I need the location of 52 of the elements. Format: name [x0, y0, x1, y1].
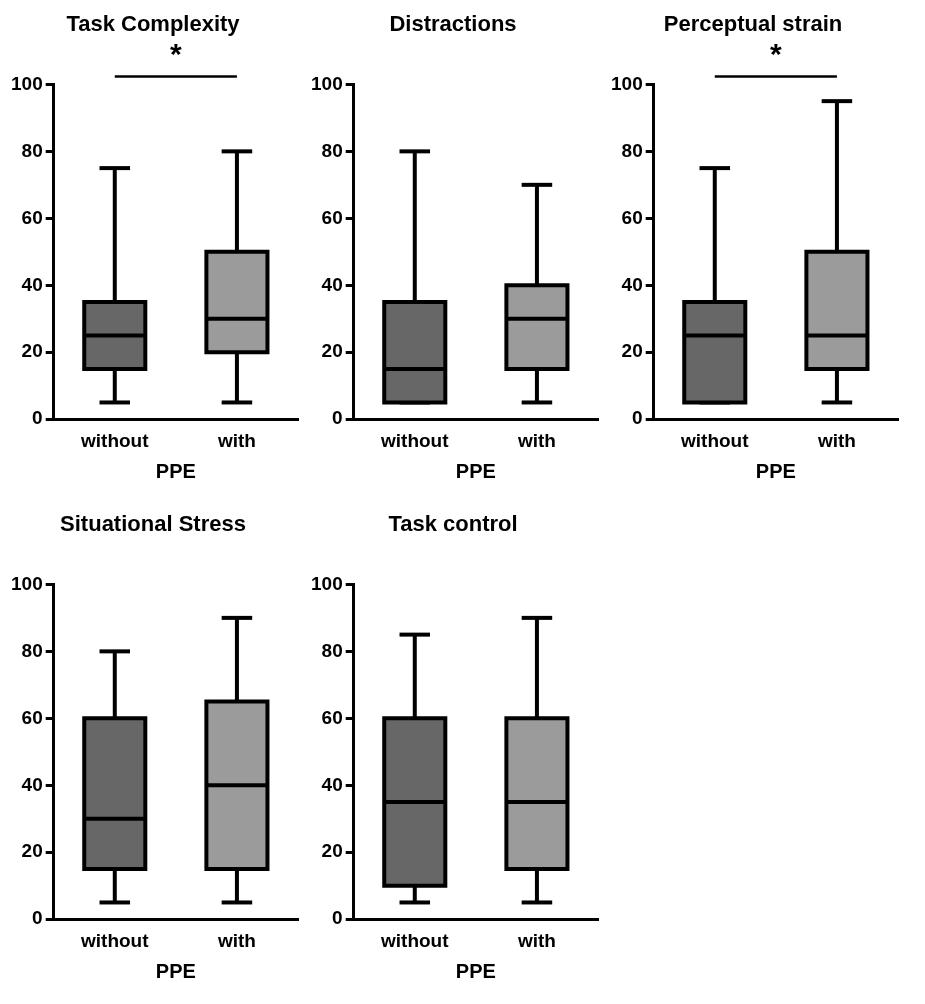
y-tick-label: 20 [321, 340, 343, 362]
text: * [770, 37, 783, 71]
x-tick-label: without [380, 429, 450, 451]
x-axis-title: PPE [455, 459, 496, 482]
y-tick-label: 60 [21, 706, 43, 728]
y-tick-label: 0 [332, 407, 343, 429]
y-tick-label: 80 [21, 139, 43, 161]
y-tick-label: 100 [11, 572, 43, 594]
text: * [170, 37, 183, 71]
x-tick-label: with [216, 929, 256, 951]
x-axis-title: PPE [155, 959, 196, 982]
chart-title: Perceptual strain [663, 11, 843, 37]
x-tick-label: without [380, 929, 450, 951]
y-tick-label: 60 [621, 206, 643, 228]
x-tick-label: without [80, 929, 150, 951]
x-tick-label: with [516, 929, 556, 951]
y-tick-label: 0 [632, 407, 643, 429]
x-axis-title: PPE [755, 459, 796, 482]
y-tick-label: 20 [21, 840, 43, 862]
y-tick-label: 100 [311, 72, 343, 94]
x-axis-title: PPE [155, 459, 196, 482]
x-tick-label: with [516, 429, 556, 451]
x-tick-label: without [680, 429, 750, 451]
y-tick-label: 40 [621, 273, 643, 295]
y-tick-label: 0 [332, 907, 343, 929]
y-tick-label: 20 [21, 340, 43, 362]
y-tick-label: 80 [621, 139, 643, 161]
y-tick-label: 40 [321, 773, 343, 795]
y-tick-label: 100 [611, 72, 643, 94]
x-axis-title: PPE [455, 959, 496, 982]
y-tick-label: 80 [321, 139, 343, 161]
y-tick-label: 0 [32, 407, 43, 429]
chart-title: Task control [388, 511, 518, 537]
y-tick-label: 40 [21, 773, 43, 795]
chart-title: Distractions [389, 11, 517, 37]
chart-title: Task Complexity [66, 11, 241, 37]
y-tick-label: 40 [321, 273, 343, 295]
y-tick-label: 100 [311, 572, 343, 594]
y-tick-label: 60 [321, 706, 343, 728]
x-tick-label: with [216, 429, 256, 451]
y-tick-label: 0 [32, 907, 43, 929]
y-tick-label: 100 [11, 72, 43, 94]
y-tick-label: 60 [21, 206, 43, 228]
y-tick-label: 60 [321, 206, 343, 228]
x-tick-label: with [816, 429, 856, 451]
y-tick-label: 80 [21, 639, 43, 661]
y-tick-label: 80 [321, 639, 343, 661]
y-tick-label: 20 [321, 840, 343, 862]
y-tick-label: 20 [621, 340, 643, 362]
y-tick-label: 40 [21, 273, 43, 295]
x-tick-label: without [80, 429, 150, 451]
chart-title: Situational Stress [60, 511, 246, 537]
